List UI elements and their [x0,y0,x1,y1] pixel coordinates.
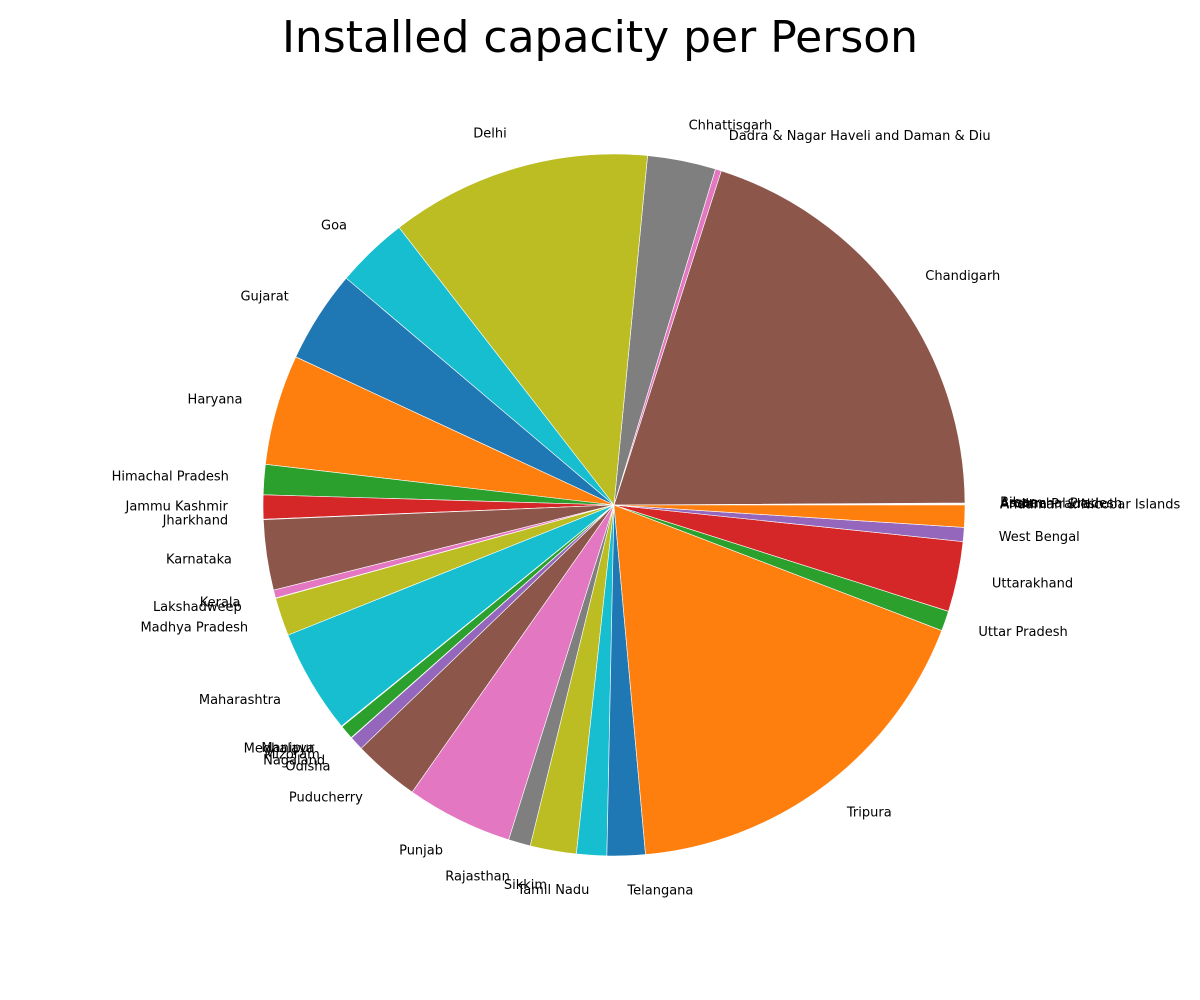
slice-label: Andhra Pradesh [1000,497,1103,512]
slice-label: Manipur [261,741,315,756]
slice-label: Gujarat [240,289,288,304]
slice-label: Goa [321,219,347,234]
slice-label: Meghalaya [244,741,315,756]
slice-label: Haryana [188,392,243,407]
slice-label: Mizoram [264,748,320,763]
pie-slice [613,504,943,855]
slice-label: Dadra & Nagar Haveli and Daman & Diu [729,129,991,144]
slice-label: Punjab [399,844,443,859]
slice-label: Uttarakhand [992,577,1073,592]
slice-label: Puducherry [289,791,363,806]
slice-label: Bihar [1000,496,1035,511]
slice-label: Lakshadweep [153,600,242,615]
slice-label: Andaman & Nicobar Islands [1000,497,1180,512]
slice-label: Tripura [846,806,892,821]
slice-label: Odisha [285,760,330,775]
slice-label: Rajasthan [445,869,510,884]
slice-label: Delhi [473,127,506,142]
slice-label: Uttar Pradesh [978,625,1067,640]
slice-label: Jammu Kashmir [124,500,228,515]
slice-label: Madhya Pradesh [140,621,248,636]
slice-label: Himachal Pradesh [112,470,229,485]
pie-slice [613,504,966,528]
chart-title: Installed capacity per Person [281,12,919,63]
slice-label: Assam [1000,496,1043,511]
slice-label: Telangana [626,883,693,898]
pie-slice [613,170,966,506]
slice-label: Jharkhand [162,513,229,528]
slice-label: Karnataka [166,553,232,568]
slice-label: Chhattisgarh [689,119,773,134]
slice-label: West Bengal [999,530,1080,545]
pie-slice [398,153,648,506]
slice-label: Sikkim [504,878,547,893]
slice-label: Arunachal Pradesh [1000,496,1122,511]
slice-label: Chandigarh [925,269,1000,284]
slice-label: Maharashtra [199,693,281,708]
slice-label: Kerala [200,596,241,611]
pie-slices [262,153,966,857]
slice-label: Nagaland [263,754,325,769]
slice-label: Tamil Nadu [516,883,589,898]
